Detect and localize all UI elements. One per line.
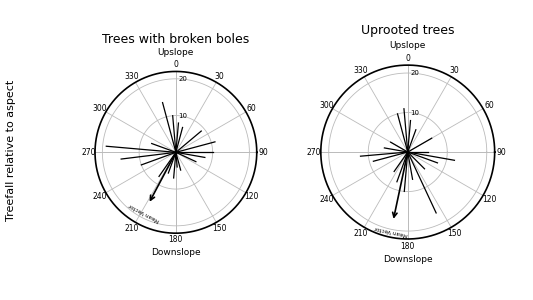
Text: 330: 330 bbox=[125, 72, 140, 81]
Text: 120: 120 bbox=[482, 195, 496, 204]
Text: 0: 0 bbox=[405, 53, 410, 62]
Text: 210: 210 bbox=[125, 224, 139, 232]
Text: Downslope: Downslope bbox=[383, 255, 433, 264]
Text: 20: 20 bbox=[410, 70, 419, 76]
Text: 30: 30 bbox=[450, 66, 459, 75]
Title: Trees with broken boles: Trees with broken boles bbox=[102, 33, 249, 46]
Text: 270: 270 bbox=[306, 148, 321, 157]
Text: Mean Vector: Mean Vector bbox=[374, 225, 408, 237]
Text: 210: 210 bbox=[353, 229, 368, 238]
Text: Mean Vector: Mean Vector bbox=[128, 202, 160, 223]
Text: 20: 20 bbox=[178, 76, 187, 82]
Text: 180: 180 bbox=[401, 242, 415, 250]
Text: 10: 10 bbox=[178, 112, 187, 118]
Text: 240: 240 bbox=[319, 195, 334, 204]
Text: 0: 0 bbox=[173, 60, 179, 69]
Text: 180: 180 bbox=[169, 235, 183, 244]
Text: Treefall relative to aspect: Treefall relative to aspect bbox=[6, 80, 15, 220]
Text: 120: 120 bbox=[245, 192, 259, 201]
Text: 60: 60 bbox=[247, 104, 256, 113]
Text: 150: 150 bbox=[212, 224, 227, 232]
Title: Uprooted trees: Uprooted trees bbox=[361, 25, 455, 38]
Text: 330: 330 bbox=[353, 66, 368, 75]
Text: 10: 10 bbox=[410, 110, 419, 116]
Text: Downslope: Downslope bbox=[151, 248, 201, 257]
Text: 300: 300 bbox=[93, 104, 108, 113]
Text: 150: 150 bbox=[448, 229, 462, 238]
Text: 300: 300 bbox=[319, 100, 334, 109]
Text: 90: 90 bbox=[497, 148, 507, 157]
Text: 60: 60 bbox=[484, 100, 494, 109]
Text: Upslope: Upslope bbox=[158, 49, 194, 58]
Text: 270: 270 bbox=[81, 148, 95, 157]
Text: 30: 30 bbox=[215, 72, 224, 81]
Text: 240: 240 bbox=[93, 192, 107, 201]
Text: Upslope: Upslope bbox=[390, 41, 426, 50]
Text: 90: 90 bbox=[259, 148, 268, 157]
